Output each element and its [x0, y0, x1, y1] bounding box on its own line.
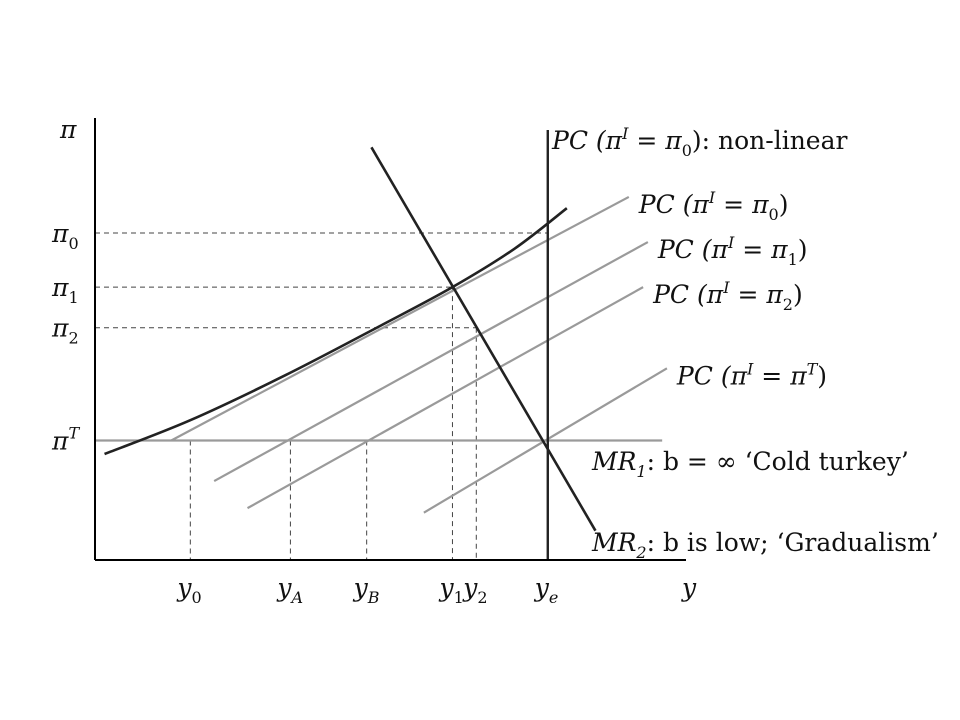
nonlinear-phillips-curve — [104, 207, 568, 456]
axes — [94, 118, 686, 561]
pc-label-0: PC (πI = π0) — [638, 188, 789, 224]
x-axis-label: y — [681, 573, 697, 602]
x-tick-label-2: yB — [353, 573, 380, 607]
y-tick-label-1: π1 — [51, 273, 79, 307]
pc-labels: PC (πI = π0) PC (πI = π1) PC (πI = π2) PC (… — [638, 188, 827, 390]
y-tick-labels: π0 π1 π2 πT — [51, 219, 80, 455]
x-tick-labels: y0 yA yB y1 y2 ye — [176, 573, 558, 607]
pc-label-1: PC (πI = π1) — [657, 233, 808, 269]
mr1-label: MR1: b = ∞ ‘Cold turkey’ — [591, 447, 909, 481]
y-tick-label-2: π2 — [51, 314, 79, 348]
x-tick-label-4: y2 — [462, 573, 487, 607]
nonlinear-pc-label: PC (πI = π0): non-linear — [551, 124, 848, 160]
mr2-label: MR2: b is low; ‘Gradualism’ — [591, 528, 939, 562]
pc-line-1 — [213, 241, 649, 483]
x-tick-label-5: ye — [534, 573, 559, 607]
pc-label-2: PC (πI = π2) — [652, 278, 803, 314]
pc-line-0 — [170, 195, 630, 442]
y-axis-label: π — [59, 115, 77, 144]
y-tick-label-0: π0 — [51, 219, 79, 253]
dashed-guide-lines — [95, 232, 549, 560]
x-tick-label-3: y1 — [438, 573, 463, 607]
pc-line-2 — [246, 286, 644, 510]
pc-label-3: PC (πI = πT) — [676, 359, 827, 390]
y-tick-label-3: πT — [51, 423, 80, 455]
x-tick-label-0: y0 — [176, 573, 201, 607]
x-tick-label-1: yA — [276, 573, 303, 607]
mr2-line — [370, 146, 597, 532]
